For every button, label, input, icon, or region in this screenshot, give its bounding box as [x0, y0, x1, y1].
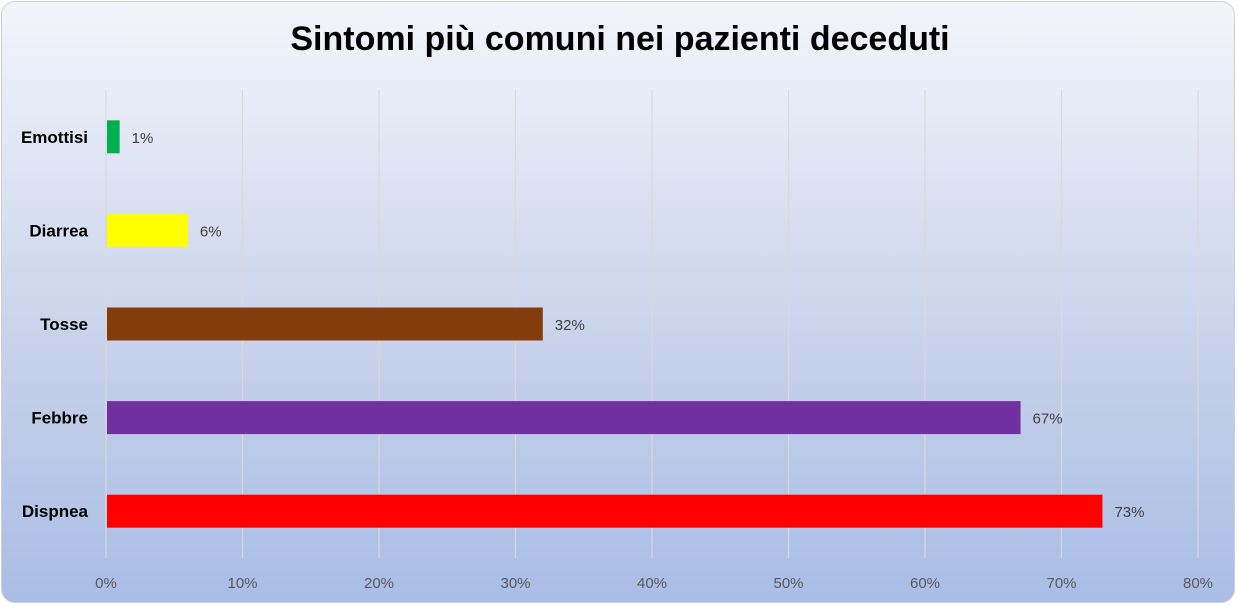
category-label-tosse: Tosse [40, 315, 88, 334]
bar-emottisi [107, 120, 120, 154]
x-tick-label-60: 60% [910, 575, 940, 592]
category-label-emottisi: Emottisi [21, 128, 88, 147]
category-label-febbre: Febbre [31, 409, 88, 428]
data-label-emottisi: 1% [132, 130, 154, 147]
data-label-tosse: 32% [555, 317, 585, 334]
x-tick-label-0: 0% [95, 575, 117, 592]
bar-dispnea [107, 494, 1103, 528]
x-tick-label-30: 30% [500, 575, 530, 592]
x-tick-label-80: 80% [1183, 575, 1213, 592]
bar-febbre [107, 401, 1021, 435]
x-tick-label-10: 10% [227, 575, 257, 592]
category-label-dispnea: Dispnea [22, 502, 89, 521]
x-tick-label-40: 40% [637, 575, 667, 592]
bar-tosse [107, 307, 543, 341]
x-tick-label-20: 20% [364, 575, 394, 592]
data-label-diarrea: 6% [200, 223, 222, 240]
x-tick-label-70: 70% [1046, 575, 1076, 592]
bar-diarrea [107, 213, 188, 247]
data-label-febbre: 67% [1033, 411, 1063, 428]
category-label-diarrea: Diarrea [29, 221, 88, 240]
x-tick-label-50: 50% [773, 575, 803, 592]
chart-title: Sintomi più comuni nei pazienti deceduti [290, 20, 950, 58]
data-label-dispnea: 73% [1114, 504, 1144, 521]
